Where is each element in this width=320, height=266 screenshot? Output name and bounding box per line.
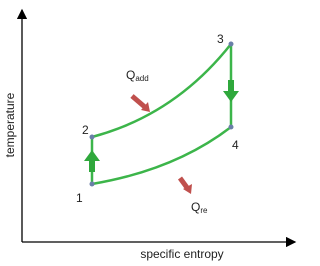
ts-diagram: temperature specific entropy 1 2 3 4 Qad…: [3, 8, 297, 261]
down-arrow: [223, 80, 239, 102]
up-arrow: [84, 150, 100, 172]
point-label: 1: [76, 191, 83, 205]
heat-in-arrowhead: [141, 102, 150, 112]
subscript: re: [200, 206, 208, 215]
symbol: Q: [126, 68, 135, 82]
point: [228, 41, 234, 47]
heat-rejection-curve: [91, 126, 232, 186]
point-label: 4: [232, 138, 239, 152]
heat-addition-curve: [91, 43, 232, 139]
state-points: [89, 41, 234, 187]
x-axis-label: specific entropy: [140, 247, 223, 261]
subscript: add: [135, 74, 148, 83]
symbol: Q: [191, 200, 200, 214]
point-label: 2: [82, 123, 89, 137]
cycle: [90, 43, 233, 186]
point: [89, 181, 95, 187]
heat-in-arrow: [130, 94, 148, 110]
heat-rejected-label: Qre: [191, 200, 208, 215]
heat-added-label: Qadd: [126, 68, 149, 83]
point: [228, 124, 234, 130]
y-axis-label: temperature: [3, 92, 17, 157]
point-label: 3: [217, 32, 224, 46]
point: [89, 134, 95, 140]
heat-out-arrowhead: [183, 184, 192, 194]
